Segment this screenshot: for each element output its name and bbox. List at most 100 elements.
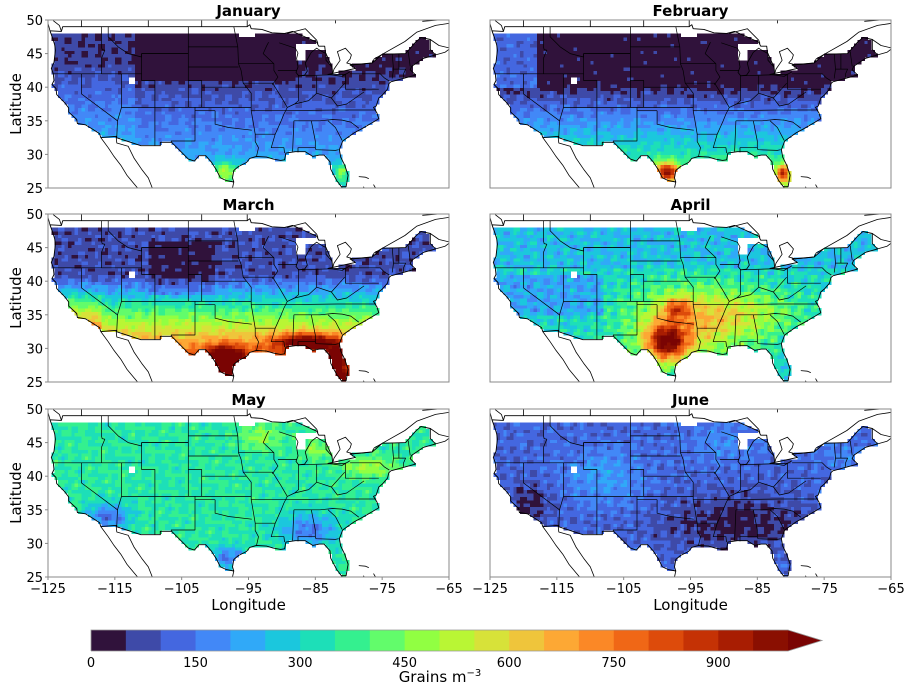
contour-cell [496,83,501,88]
contour-cell [378,83,383,88]
contour-cell [258,46,263,51]
contour-cell [422,46,427,51]
contour-cell [205,50,209,55]
contour-cell [138,87,143,92]
contour-cell [268,90,273,95]
contour-cell [506,43,511,48]
contour-cell [268,50,273,55]
contour-cell [198,33,203,38]
contour-cell [405,50,410,55]
contour-cell [185,87,189,92]
contour-cell [305,87,310,92]
contour-cell [322,117,326,122]
contour-cell [368,73,373,78]
contour-cell [134,56,139,61]
contour-cell [171,87,176,92]
contour-cell [425,43,430,48]
contour-cell [131,50,136,55]
contour-cell [94,97,99,102]
contour-cell [144,83,149,88]
contour-cell [178,46,183,51]
contour-cell [128,124,133,129]
contour-cell [231,117,236,122]
context-coastline [430,39,449,56]
contour-cell [271,40,276,45]
contour-cell [291,50,296,55]
contour-cell [281,43,286,48]
contour-cell [201,56,206,61]
contour-cell [225,151,230,155]
contour-cell [241,154,246,159]
contour-cell [111,83,116,88]
contour-cell [281,87,286,92]
contour-cell [405,63,410,68]
contour-cell [328,161,333,166]
contour-cell [248,50,253,55]
contour-cell [114,120,119,125]
contour-cell [278,67,283,71]
contour-cell [352,124,357,129]
contour-cell [161,40,166,45]
contour-cell [335,130,340,135]
contour-cell [91,53,96,58]
contour-cell [74,104,79,108]
contour-cell [305,137,310,142]
contour-cell [281,124,286,129]
contour-cell [258,134,263,139]
contour-cell [281,33,286,38]
contour-cell [101,70,106,75]
contour-cell [345,100,350,105]
contour-cell [205,70,209,75]
contour-cell [238,97,243,102]
contour-cell [218,147,223,152]
contour-cell [144,127,149,132]
contour-cell [195,107,199,112]
contour-cell [315,144,320,149]
contour-cell [121,104,126,108]
contour-cell [345,73,350,78]
contour-cell [295,40,300,45]
contour-cell [94,60,99,65]
contour-cell [71,43,76,48]
contour-cell [231,154,236,159]
contour-cell [278,50,283,55]
contour-cell [58,56,62,61]
contour-cell [378,67,383,71]
contour-cell [195,124,199,129]
contour-cell [64,70,69,75]
contour-cell [185,46,189,51]
contour-cell [94,33,99,38]
contour-cell [315,80,320,85]
contour-cell [181,124,186,129]
contour-cell [128,110,133,115]
contour-cell [355,83,360,88]
contour-cell [395,60,400,65]
contour-cell [422,53,427,58]
contour-cell [265,137,270,142]
contour-cell [245,43,250,48]
contour-cell [104,43,109,48]
contour-cell [218,117,223,122]
contour-cell [368,80,373,85]
contour-cell [215,144,220,149]
contour-cell [144,110,149,115]
contour-cell [61,56,66,61]
contour-cell [358,100,363,105]
contour-cell [144,90,149,95]
contour-cell [235,120,240,125]
contour-cell [288,100,293,105]
contour-cell [315,60,320,65]
contour-cell [362,90,367,95]
contour-cell [221,67,226,71]
contour-cell [208,104,213,108]
contour-cell [288,97,293,102]
contour-cell [231,36,236,41]
contour-cell [231,167,236,172]
contour-cell [258,137,263,142]
contour-cell [134,140,139,145]
contour-cell [185,117,189,122]
contour-cell [205,117,209,122]
contour-cell [68,77,72,82]
contour-cell [68,60,72,65]
contour-cell [245,134,250,139]
